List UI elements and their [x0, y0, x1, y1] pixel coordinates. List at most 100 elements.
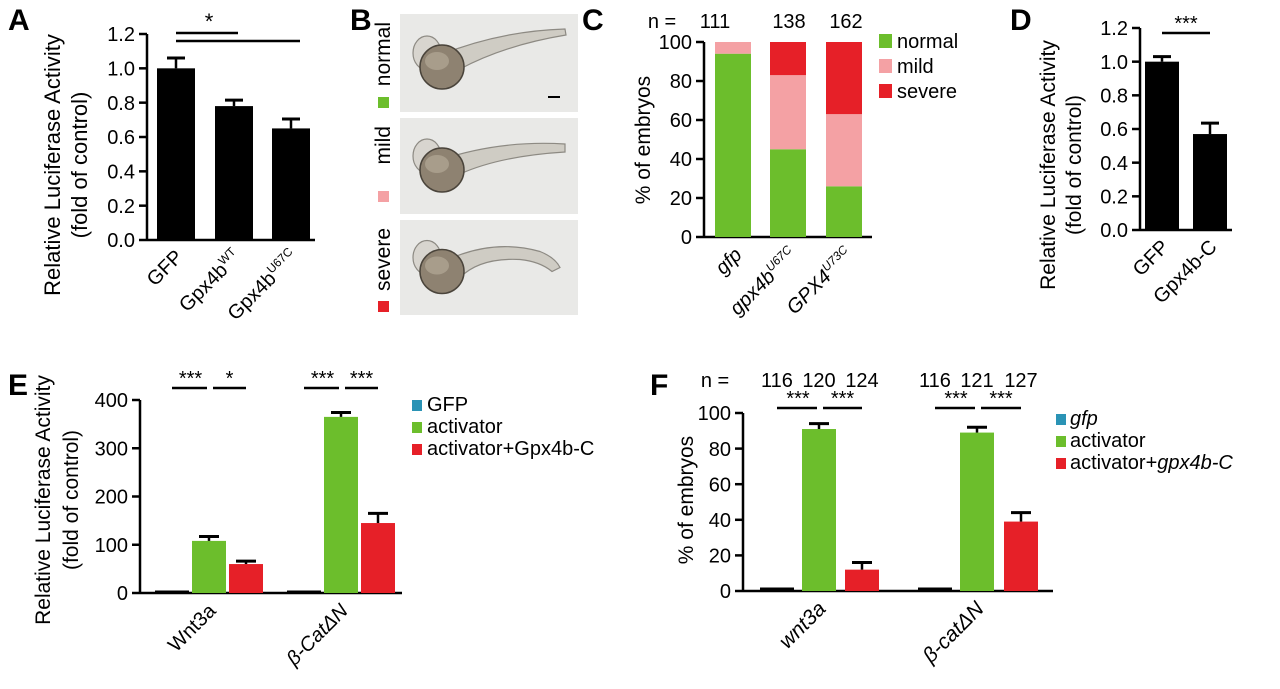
panel-e-y-tick-label: 100 — [95, 535, 128, 557]
panel-e-bar-activator-gpx4b-c — [361, 523, 395, 593]
panel-f-y-label: % of embryos — [675, 436, 698, 564]
panel-b-label-mild: mild — [372, 126, 395, 165]
panel-c-bar-normal — [826, 186, 862, 237]
panel-a-category-label-main: Gpx4b — [224, 268, 281, 325]
panel-f-sig-label: *** — [831, 388, 855, 410]
panel-f-y-tick-label: 20 — [709, 546, 731, 568]
panel-letter-a: A — [8, 4, 30, 37]
panel-f-legend-label-main: gfp — [1070, 408, 1098, 430]
panel-a-y-label: (fold of control) — [67, 92, 92, 239]
panel-b-key-normal — [378, 97, 389, 108]
panel-a-y-tick-label: 0.0 — [107, 230, 135, 252]
panel-f-n-prefix: n = — [701, 370, 729, 392]
panel-f-bar-activator — [960, 432, 994, 591]
panel-f-legend-label: activator — [1070, 430, 1146, 452]
panel-e-legend-swatch — [412, 422, 422, 433]
panel-e-legend-label: activator+Gpx4b-C — [427, 438, 594, 460]
panel-c-n-label: 162 — [829, 11, 862, 33]
embryo-tail — [438, 246, 561, 279]
panel-a-category-label: GFP — [143, 246, 188, 291]
panel-c-n-label: 138 — [772, 11, 805, 33]
panel-e-y-label: Relative Luciferase Activity — [32, 375, 55, 625]
panel-a-y-tick-label: 0.4 — [107, 162, 135, 184]
panel-b-label-normal: normal — [372, 22, 395, 86]
panel-c-category-label-main: gfp — [711, 244, 746, 279]
panel-a-bar — [157, 68, 195, 240]
panel-c-legend-swatch — [879, 59, 892, 73]
embryo-yolk-highlight — [425, 155, 449, 173]
panel-d-y-tick-label: 0.0 — [1100, 220, 1128, 242]
panel-d-y-label: Relative Luciferase Activity — [1037, 40, 1060, 290]
panel-c-bar-severe — [826, 42, 862, 115]
panel-f-sig-label: *** — [989, 388, 1013, 410]
panel-a-y-tick-label: 0.8 — [107, 93, 135, 115]
panel-f-sig-label: *** — [786, 388, 810, 410]
panel-e-y-tick-label: 400 — [95, 390, 128, 412]
panel-e-bar-activator-gpx4b-c — [229, 564, 263, 593]
panel-c-bar-normal — [770, 149, 806, 237]
panel-f-sig-label: *** — [944, 388, 968, 410]
panel-f-legend-label-main: activator — [1070, 430, 1146, 452]
panel-e-y-tick-label: 200 — [95, 487, 128, 509]
panel-c-legend-label: mild — [897, 56, 934, 78]
panel-e-y-tick-label: 0 — [117, 583, 128, 605]
panel-letter-c: C — [582, 4, 604, 37]
panel-a-y-label: Relative Luciferase Activity — [40, 34, 65, 296]
panel-c-y-tick-label: 60 — [670, 110, 692, 132]
panel-c-y-tick-label: 40 — [670, 149, 692, 171]
panel-f-group-label: wnt3a — [775, 597, 831, 653]
panel-e-legend-swatch — [412, 400, 422, 411]
panel-c-y-label: % of embryos — [632, 76, 655, 204]
panel-f-legend-swatch — [1056, 436, 1066, 447]
panel-c-y-tick-label: 20 — [670, 188, 692, 210]
panel-c-category-label-sup: U67C — [763, 242, 795, 274]
panel-d-bar — [1145, 61, 1179, 230]
panel-e-legend-label: activator — [427, 416, 503, 438]
panel-b-key-severe — [378, 301, 389, 312]
panel-f-bar-activator-gpx4b-c — [1004, 521, 1038, 591]
panel-b-embryo-images: normal mild severe — [372, 14, 578, 315]
panel-d-y-tick-label: 1.0 — [1100, 52, 1128, 74]
panel-f-group-label: β-catΔN — [918, 597, 989, 668]
panel-a-y-tick-label: 0.6 — [107, 127, 135, 149]
panel-c-bar-normal — [715, 53, 751, 238]
panel-letter-f: F — [650, 369, 668, 402]
panel-c-category-label-sup: U73C — [819, 242, 851, 274]
panel-c-legend-label: severe — [897, 81, 957, 103]
embryo-yolk-highlight — [425, 256, 449, 275]
panel-f-legend-swatch — [1056, 458, 1066, 469]
panel-f-y-tick-label: 100 — [698, 403, 731, 425]
panel-e-y-label: (fold of control) — [60, 430, 83, 570]
panel-c-legend-label: normal — [897, 31, 958, 53]
panel-c-bar-mild — [715, 42, 751, 54]
panel-a-category-label-main: GFP — [143, 246, 188, 291]
panel-d-y-tick-label: 0.6 — [1100, 119, 1128, 141]
panel-c-bar-severe — [770, 42, 806, 76]
panel-d-y-tick-label: 0.8 — [1100, 86, 1128, 108]
panel-c-n-label: 111 — [700, 11, 730, 33]
panel-c-category-label: gfp — [711, 244, 746, 279]
panel-letter-b: B — [350, 4, 372, 37]
panel-e-y-tick-label: 300 — [95, 438, 128, 460]
panel-f-legend-label-main: activator+ — [1070, 452, 1157, 474]
panel-f-y-tick-label: 0 — [720, 581, 731, 603]
panel-e-bar-activator — [324, 416, 358, 593]
panel-d-y-tick-label: 1.2 — [1100, 18, 1128, 40]
panel-a-bar — [215, 106, 253, 240]
embryo-tail — [438, 28, 567, 70]
panel-e-group-label: β-CatΔN — [282, 600, 353, 671]
panel-a-category-label-sup: U67C — [264, 244, 296, 276]
panel-f-legend-label: gfp — [1070, 408, 1098, 430]
panel-a-y-tick-label: 1.0 — [107, 59, 135, 81]
panel-e-sig-label: *** — [350, 368, 374, 390]
panel-e-legend-swatch — [412, 444, 422, 455]
panel-c-bar-mild — [826, 114, 862, 187]
panel-d-y-tick-label: 0.2 — [1100, 187, 1128, 209]
panel-f-legend-label: activator+gpx4b-C — [1070, 452, 1233, 474]
panel-e-bar-activator — [192, 540, 226, 593]
panel-f-legend-label-italic: gpx4b-C — [1157, 452, 1233, 474]
panel-e-sig-label: * — [226, 368, 234, 390]
